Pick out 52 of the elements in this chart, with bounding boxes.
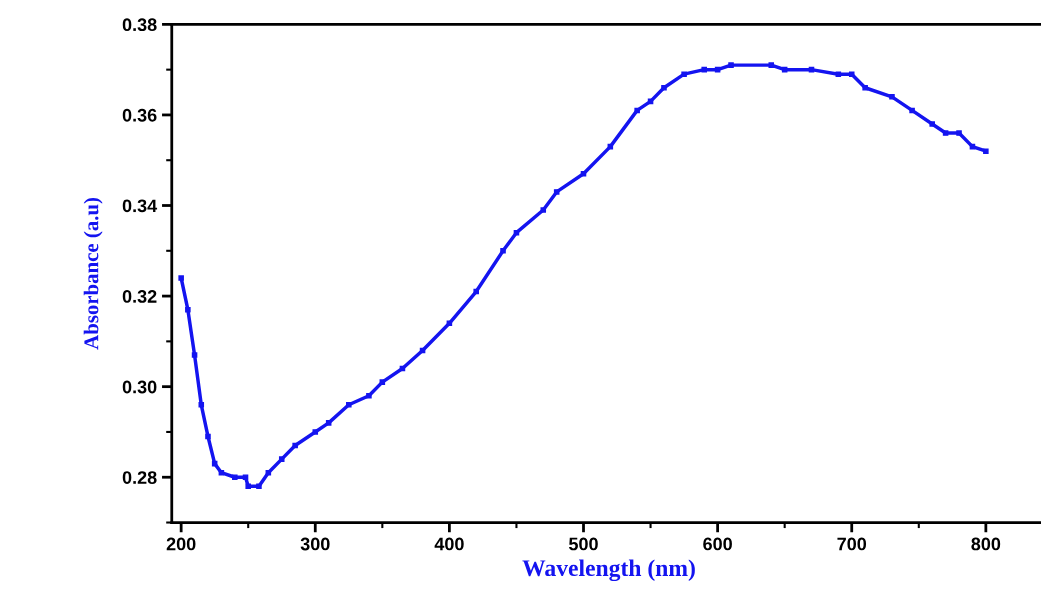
point bbox=[198, 401, 205, 408]
y-tick-label: 0.34 bbox=[122, 199, 158, 213]
x-axis-title: Wavelength (nm) bbox=[522, 559, 695, 582]
point bbox=[701, 66, 707, 73]
point bbox=[278, 456, 285, 462]
y-tick-label: 0.30 bbox=[122, 380, 157, 394]
point bbox=[580, 171, 587, 177]
point bbox=[446, 320, 453, 327]
y-tick-label: 0.32 bbox=[122, 290, 157, 303]
point bbox=[178, 275, 184, 281]
y-axis-title: Absorbance (a.u) bbox=[83, 197, 103, 350]
point bbox=[835, 71, 842, 77]
point bbox=[312, 429, 319, 435]
point bbox=[325, 420, 332, 426]
point bbox=[909, 107, 915, 114]
x-tick-label: 200 bbox=[166, 537, 196, 551]
y-tick-label: 0.36 bbox=[122, 108, 157, 122]
point bbox=[634, 107, 640, 114]
point bbox=[245, 483, 251, 490]
point bbox=[848, 71, 855, 77]
point bbox=[191, 352, 198, 358]
point bbox=[500, 248, 506, 254]
point bbox=[473, 288, 479, 295]
x-tick-label: 500 bbox=[569, 537, 598, 551]
y-tick-label: 0.38 bbox=[122, 18, 157, 32]
point bbox=[681, 71, 687, 77]
x-tick-label: 300 bbox=[300, 537, 330, 551]
point bbox=[256, 483, 262, 490]
point bbox=[292, 442, 298, 449]
point bbox=[540, 207, 547, 213]
y-tick-label: 0.28 bbox=[122, 471, 157, 484]
point bbox=[661, 84, 667, 91]
point bbox=[929, 121, 935, 127]
point bbox=[553, 189, 560, 195]
x-tick-label: 800 bbox=[971, 537, 1001, 551]
point bbox=[185, 306, 191, 313]
point bbox=[983, 148, 989, 154]
point bbox=[728, 62, 734, 68]
point bbox=[889, 94, 895, 100]
point bbox=[346, 401, 352, 408]
x-tick-label: 400 bbox=[434, 537, 464, 551]
point bbox=[862, 84, 868, 91]
point bbox=[956, 130, 962, 136]
point bbox=[205, 433, 211, 440]
point bbox=[942, 130, 949, 136]
point bbox=[379, 379, 386, 385]
x-tick-label: 700 bbox=[837, 537, 867, 551]
point bbox=[242, 474, 249, 481]
point bbox=[232, 474, 238, 481]
x-tick-label: 600 bbox=[703, 537, 732, 551]
point bbox=[768, 62, 775, 68]
point bbox=[366, 392, 372, 399]
